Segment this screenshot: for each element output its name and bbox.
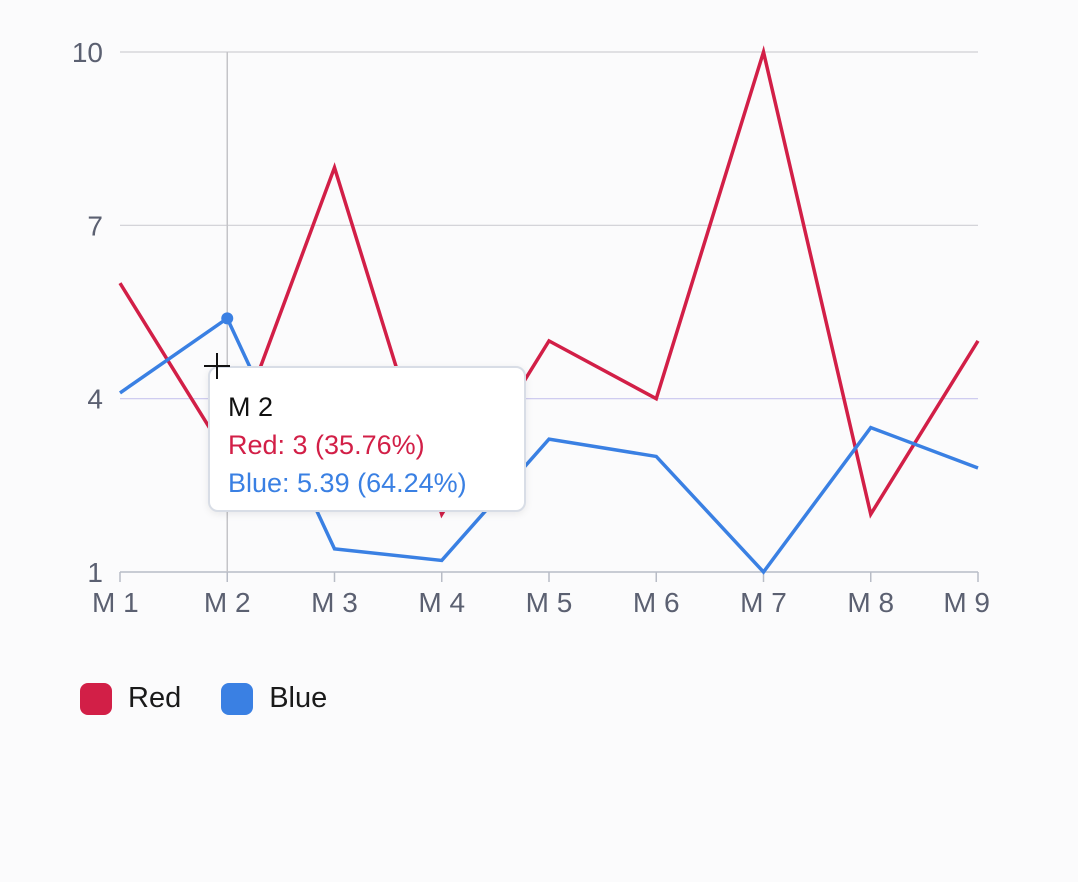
x-tick-label: M 2 <box>204 587 251 618</box>
tooltip-red-value: Red: 3 (35.76%) <box>228 430 425 460</box>
legend-item-red[interactable]: Red <box>80 682 181 715</box>
grid-lines <box>120 51 978 400</box>
legend-swatch-red <box>80 682 112 715</box>
y-tick-label: 7 <box>87 210 103 241</box>
axes: 10 7 4 1M 1 M 2 M 3 M 4 M 5 M 6 M 7 M 8 M 9 <box>72 37 990 618</box>
x-tick-label: M 5 <box>526 587 573 618</box>
legend-item-blue[interactable]: Blue <box>221 682 327 715</box>
x-tick-label: M 7 <box>740 587 787 618</box>
hover-point-blue <box>221 312 234 325</box>
x-tick-label: M 6 <box>633 587 680 618</box>
y-tick-label: 1 <box>87 557 103 588</box>
x-tick-label: M 3 <box>311 587 358 618</box>
hover-tooltip: M 2 Red: 3 (35.76%) Blue: 5.39 (64.24%) <box>208 366 526 512</box>
series-line-red <box>118 45 980 519</box>
chart-legend: Red Blue <box>80 682 327 715</box>
crosshair-cursor-icon <box>204 353 230 379</box>
x-tick-label: M 4 <box>418 587 465 618</box>
x-tick-label: M 1 <box>92 587 139 618</box>
x-tick-label: M 9 <box>943 587 990 618</box>
legend-swatch-blue <box>221 682 254 715</box>
tooltip-title: M 2 <box>228 392 274 422</box>
tooltip-blue-value: Blue: 5.39 (64.24%) <box>228 468 467 498</box>
x-tick-label: M 8 <box>847 587 894 618</box>
legend-label-blue: Blue <box>269 682 328 714</box>
y-tick-label: 10 <box>72 37 103 68</box>
y-tick-label: 4 <box>87 384 103 415</box>
legend-label-red: Red <box>128 682 182 714</box>
